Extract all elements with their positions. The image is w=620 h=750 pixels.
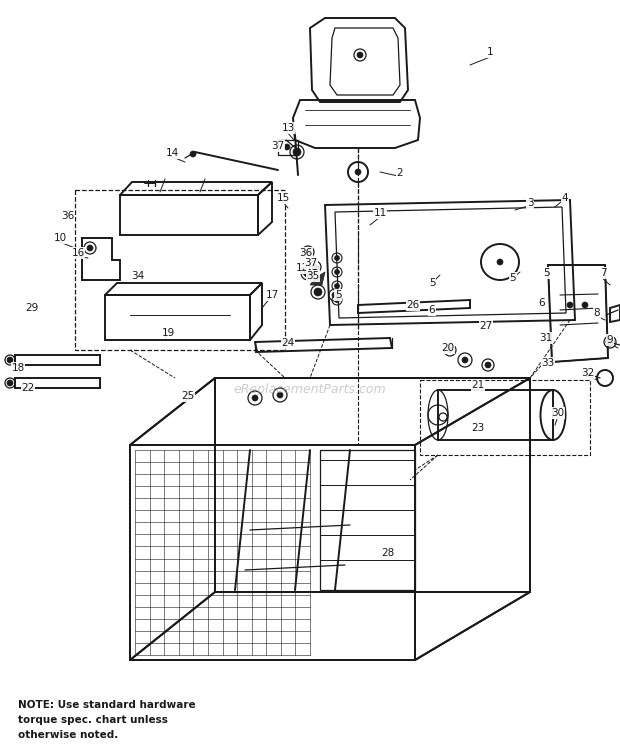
Text: 15: 15: [277, 193, 290, 203]
Text: 20: 20: [441, 343, 454, 353]
Text: 6: 6: [539, 298, 546, 308]
Text: 11: 11: [373, 208, 387, 218]
Text: 9: 9: [607, 335, 613, 345]
Circle shape: [335, 269, 340, 274]
Text: eReplacementParts.com: eReplacementParts.com: [234, 383, 386, 397]
Text: 3: 3: [526, 198, 533, 208]
Text: 32: 32: [582, 368, 595, 378]
Text: 5: 5: [428, 278, 435, 288]
Text: 33: 33: [541, 358, 555, 368]
Circle shape: [497, 259, 503, 265]
Text: 2: 2: [397, 168, 404, 178]
Circle shape: [314, 288, 322, 296]
Text: 12: 12: [295, 263, 309, 273]
Circle shape: [485, 362, 491, 368]
Circle shape: [332, 292, 338, 298]
Text: 5: 5: [542, 268, 549, 278]
Text: 26: 26: [406, 300, 420, 310]
Text: 30: 30: [551, 408, 565, 418]
Circle shape: [87, 245, 93, 251]
Text: 36: 36: [61, 211, 74, 221]
Text: 23: 23: [471, 423, 485, 433]
Circle shape: [606, 338, 614, 346]
Circle shape: [7, 357, 13, 363]
Circle shape: [335, 256, 340, 260]
Text: 24: 24: [281, 338, 294, 348]
Text: 14: 14: [166, 148, 179, 158]
Text: 37: 37: [272, 141, 285, 151]
Circle shape: [567, 302, 573, 308]
Text: 10: 10: [53, 233, 66, 243]
Text: 19: 19: [161, 328, 175, 338]
Text: 13: 13: [281, 123, 294, 133]
Text: 17: 17: [265, 290, 278, 300]
Text: 4: 4: [562, 193, 569, 203]
Polygon shape: [310, 272, 325, 285]
Circle shape: [304, 269, 312, 277]
Text: 6: 6: [428, 305, 435, 315]
Circle shape: [582, 302, 588, 308]
Circle shape: [335, 298, 340, 302]
Text: 8: 8: [594, 308, 600, 318]
Circle shape: [284, 144, 290, 150]
Text: 31: 31: [539, 333, 552, 343]
Text: NOTE: Use standard hardware
torque spec. chart unless
otherwise noted.: NOTE: Use standard hardware torque spec.…: [18, 700, 196, 740]
Text: 27: 27: [479, 321, 493, 331]
Text: 34: 34: [131, 271, 144, 281]
Text: 21: 21: [471, 380, 485, 390]
Text: 22: 22: [21, 383, 35, 393]
Circle shape: [312, 264, 318, 270]
Circle shape: [355, 169, 361, 175]
Circle shape: [305, 249, 311, 255]
Text: 18: 18: [11, 363, 25, 373]
Text: 1: 1: [487, 47, 494, 57]
Circle shape: [462, 357, 468, 363]
Text: 28: 28: [381, 548, 394, 558]
Circle shape: [190, 151, 196, 157]
Text: 36: 36: [299, 248, 312, 258]
Text: 29: 29: [25, 303, 38, 313]
Text: 7: 7: [600, 268, 606, 278]
Circle shape: [277, 392, 283, 398]
Text: 37: 37: [304, 258, 317, 268]
Circle shape: [7, 380, 13, 386]
Circle shape: [447, 347, 453, 353]
Circle shape: [252, 395, 258, 401]
Circle shape: [293, 148, 301, 156]
Circle shape: [357, 52, 363, 58]
Text: 16: 16: [71, 248, 84, 258]
Text: 35: 35: [306, 271, 320, 281]
Text: 5: 5: [335, 290, 342, 300]
Text: 5: 5: [510, 273, 516, 283]
Circle shape: [335, 284, 340, 289]
Text: 25: 25: [182, 391, 195, 401]
